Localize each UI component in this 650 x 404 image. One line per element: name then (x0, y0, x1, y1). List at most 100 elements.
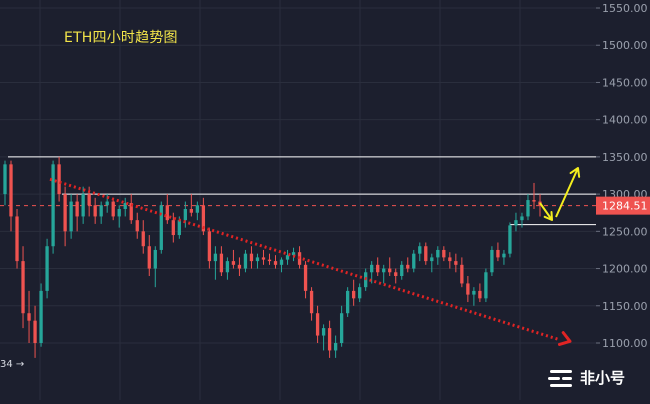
y-tick-label: 1500.00 (602, 39, 648, 52)
candle (466, 276, 470, 303)
candle-body (195, 205, 200, 213)
candle-body (105, 201, 109, 206)
horizontal-levels (0, 156, 596, 226)
candle-body (153, 249, 157, 269)
candle (135, 212, 139, 239)
candle (255, 253, 260, 269)
candle (171, 212, 175, 243)
candle-body (358, 287, 362, 299)
candle-body (370, 264, 374, 273)
candle (478, 283, 482, 303)
candle (333, 335, 338, 358)
candle (442, 246, 446, 262)
candle (496, 242, 500, 262)
candle (309, 287, 314, 321)
candle-body (249, 253, 254, 262)
candle (454, 253, 458, 273)
candle (117, 205, 121, 228)
candle-body (490, 249, 494, 273)
candle-body (201, 205, 206, 232)
candle-body (183, 209, 187, 221)
candle (51, 160, 55, 254)
candle-body (514, 220, 518, 226)
candle (351, 279, 356, 306)
candle (285, 249, 290, 265)
y-tick-label: 1450.00 (602, 76, 648, 89)
candle-body (219, 253, 224, 273)
candle-body (321, 328, 326, 336)
trendline-arrowhead (557, 331, 572, 346)
candle-body (526, 200, 530, 217)
candle (273, 255, 278, 269)
candle-body (430, 257, 434, 262)
candle (33, 305, 37, 358)
candle-body (418, 246, 422, 254)
candle-body (15, 216, 19, 262)
candle-body (382, 268, 386, 273)
candle-body (460, 264, 464, 284)
watermark-logo: 非小号 (548, 367, 625, 388)
candle-body (502, 253, 506, 258)
candle-body (388, 268, 392, 273)
projection-down-arrowhead (543, 211, 553, 221)
candle-body (400, 264, 404, 276)
candle-body (478, 290, 482, 299)
candle-body (159, 205, 163, 250)
candle-body (309, 290, 314, 314)
candle-body (93, 205, 97, 217)
candle (165, 194, 169, 224)
projection-up-arrowhead (569, 167, 581, 178)
candle-body (442, 249, 446, 258)
candle-body (111, 201, 115, 217)
candle-body (189, 209, 194, 213)
candle-body (267, 259, 272, 262)
y-tick-label: 1150.00 (602, 300, 648, 313)
candle (129, 194, 133, 224)
candle-body (333, 343, 338, 351)
candle-body (129, 203, 133, 221)
candle (147, 235, 151, 276)
candle-body (87, 194, 91, 206)
price-axis-svg: 1100.001150.001200.001250.001300.001350.… (596, 2, 650, 350)
candle (490, 246, 494, 276)
candle (219, 246, 224, 276)
candle-body (225, 261, 230, 273)
candle-body (243, 253, 248, 269)
candle-body (406, 264, 410, 269)
candle-body (291, 252, 296, 256)
candle (261, 249, 266, 265)
annotations (49, 167, 581, 346)
candle (93, 197, 97, 224)
projection-up-arrow (555, 167, 579, 218)
candle-body (412, 253, 416, 269)
candle-body (339, 313, 344, 343)
candle (237, 257, 242, 276)
candle-body (466, 283, 470, 295)
current-price-label: 1284.51 (602, 200, 648, 213)
candle-body (177, 220, 181, 236)
candle (418, 242, 422, 262)
candle (189, 194, 194, 217)
candle (39, 283, 43, 347)
candle (376, 257, 380, 276)
candle (424, 242, 428, 265)
price-axis[interactable]: 1100.00 1150.00 1200.00 1250.00 1300.00 1350.… (596, 0, 650, 400)
candle-body (436, 249, 440, 258)
candle-body (345, 290, 350, 314)
candle-body (213, 253, 218, 262)
candle-body (448, 257, 452, 262)
candle (279, 257, 284, 273)
candle (508, 222, 512, 258)
candle (291, 247, 296, 262)
candle (183, 201, 187, 228)
candle (267, 253, 272, 265)
candle-body (141, 231, 145, 247)
candle (400, 261, 404, 280)
candle (231, 249, 236, 269)
candle (69, 194, 73, 239)
candle (111, 197, 115, 221)
candle (159, 201, 163, 254)
candle-body (27, 313, 31, 321)
candle-body (454, 261, 458, 265)
candle (153, 246, 157, 288)
